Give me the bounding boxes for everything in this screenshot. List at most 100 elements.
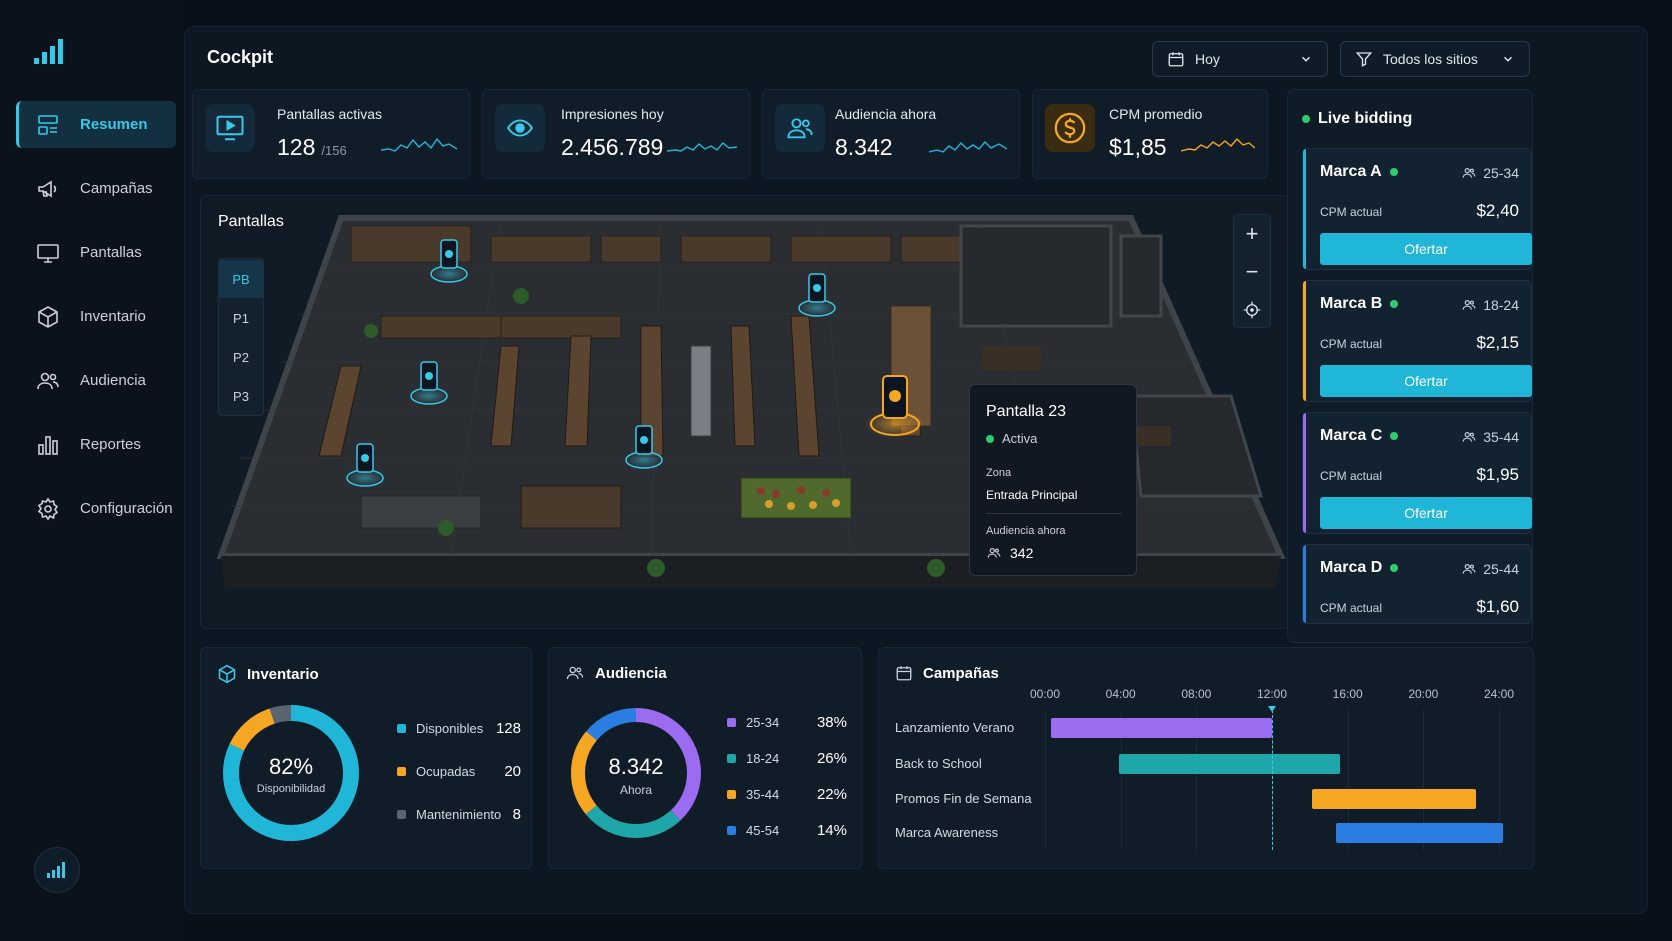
selected-screen-marker[interactable] xyxy=(865,375,925,438)
time-tick: 00:00 xyxy=(1029,687,1061,701)
time-tick: 12:00 xyxy=(1256,687,1288,701)
box-icon xyxy=(218,664,236,684)
dollar-icon xyxy=(1045,104,1095,152)
zoom-out-button[interactable]: − xyxy=(1245,259,1259,284)
sidebar-item-reportes[interactable]: Reportes xyxy=(16,421,176,468)
tooltip-audience-label: Audiencia ahora xyxy=(986,525,1066,537)
screen-marker[interactable] xyxy=(410,361,448,405)
users-icon xyxy=(987,548,1001,558)
campaign-name: Lanzamiento Verano xyxy=(895,720,1015,735)
audience-donut-chart xyxy=(571,708,701,838)
chevron-down-icon xyxy=(1301,56,1311,62)
floor-tab-p2[interactable]: P2 xyxy=(233,349,249,365)
sidebar-item-pantallas[interactable]: Pantallas xyxy=(16,229,176,276)
box-icon xyxy=(38,305,58,328)
campaign-bar[interactable] xyxy=(1311,789,1477,809)
campaigns-title: Campañas xyxy=(895,664,999,682)
users-icon xyxy=(37,372,59,389)
legend-swatch xyxy=(727,718,736,727)
sidebar-item-campanas[interactable]: Campañas xyxy=(16,165,176,212)
legend-swatch xyxy=(397,724,406,733)
zoom-in-button[interactable]: + xyxy=(1245,221,1259,246)
date-filter-dropdown[interactable]: Hoy xyxy=(1152,41,1328,77)
legend-value: 14% xyxy=(816,822,847,839)
bid-status-dot xyxy=(1390,432,1399,440)
sidebar-item-configuracion[interactable]: Configuración xyxy=(16,485,176,532)
chevron-down-icon xyxy=(1503,56,1513,62)
floor-tab-pb[interactable]: PB xyxy=(219,260,263,298)
kpi-cpm-promedio: CPM promedio $1,85 xyxy=(1032,89,1268,179)
map-zoom-controls: + − xyxy=(1233,214,1271,328)
site-filter-dropdown[interactable]: Todos los sitios xyxy=(1340,41,1530,77)
legend-swatch xyxy=(397,767,406,776)
inventory-center-label: Disponibilidad xyxy=(256,783,326,795)
grid-line xyxy=(1499,710,1500,850)
sidebar: Resumen Campañas Pantallas Inventario Au… xyxy=(0,0,184,941)
campaign-bar[interactable] xyxy=(1336,823,1503,843)
floor-tab-p1[interactable]: P1 xyxy=(233,310,249,326)
campaign-bar[interactable] xyxy=(1050,718,1272,738)
sidebar-item-audiencia[interactable]: Audiencia xyxy=(16,357,176,404)
users-icon xyxy=(1462,168,1476,178)
crosshair-icon xyxy=(1243,301,1261,319)
legend-swatch xyxy=(727,790,736,799)
bid-brand: Marca A xyxy=(1320,163,1398,181)
screen-marker[interactable] xyxy=(798,273,836,317)
kpi-audiencia-ahora: Audiencia ahora 8.342 xyxy=(762,89,1020,179)
campaign-bar[interactable] xyxy=(1118,754,1341,774)
campaign-name: Back to School xyxy=(895,756,982,771)
live-bidding-panel: Live bidding Marca A 25-34 CPM actual $2,40… xyxy=(1287,89,1533,643)
time-tick: 04:00 xyxy=(1105,687,1136,701)
sidebar-item-inventario[interactable]: Inventario xyxy=(16,293,176,340)
eye-icon xyxy=(495,104,545,152)
live-status-dot xyxy=(1302,115,1310,123)
legend-item: 25-34 xyxy=(727,715,779,730)
legend-item: 45-54 xyxy=(727,823,779,838)
sparkline xyxy=(929,140,1007,153)
screen-marker[interactable] xyxy=(625,425,663,469)
current-time-line xyxy=(1272,710,1273,850)
bid-status-dot xyxy=(1389,168,1398,176)
time-tick: 16:00 xyxy=(1332,687,1363,701)
bid-card: Marca A 25-34 CPM actual $2,40 Ofertar xyxy=(1302,148,1532,270)
bid-brand: Marca B xyxy=(1320,295,1399,313)
grid-line xyxy=(1120,710,1122,850)
grid-line xyxy=(1347,710,1349,850)
legend-value: 20 xyxy=(504,763,521,780)
sparkline xyxy=(381,137,457,152)
dashboard-icon xyxy=(38,114,58,135)
time-tick: 20:00 xyxy=(1408,687,1439,701)
campaign-name: Promos Fin de Semana xyxy=(895,791,1032,806)
screen-marker[interactable] xyxy=(346,443,384,487)
inventory-panel: Inventario 82% Disponibilidad Disponible… xyxy=(200,647,532,869)
kpi-value: 128/156 xyxy=(277,134,347,160)
campaign-name: Marca Awareness xyxy=(895,825,999,840)
bid-ofertar-button[interactable]: Ofertar xyxy=(1320,365,1532,397)
bid-ofertar-button[interactable]: Ofertar xyxy=(1320,497,1532,529)
sidebar-item-resumen[interactable]: Resumen xyxy=(16,101,176,148)
kpi-label: Pantallas activas xyxy=(277,106,383,122)
bid-age-range: 35-44 xyxy=(1461,429,1519,445)
bid-accent-bar xyxy=(1303,149,1306,269)
inventory-donut-chart xyxy=(223,705,359,841)
users-icon xyxy=(775,104,825,152)
kpi-label: Audiencia ahora xyxy=(835,106,937,122)
calendar-icon xyxy=(896,666,912,681)
kpi-value: $1,85 xyxy=(1109,134,1167,160)
recenter-button[interactable] xyxy=(1234,291,1270,329)
legend-item: Ocupadas xyxy=(397,764,475,779)
screen-tooltip: Pantalla 23 Activa Zona Entrada Principa… xyxy=(969,384,1137,576)
current-time-marker xyxy=(1268,706,1276,712)
sidebar-item-label: Resumen xyxy=(80,116,148,133)
screen-marker[interactable] xyxy=(430,239,468,283)
user-avatar-button[interactable] xyxy=(34,847,80,893)
signal-bars-icon xyxy=(47,862,65,878)
bid-accent-bar xyxy=(1303,281,1306,401)
audience-panel: Audiencia 8.342 Ahora 25-34 38% 18-24 26… xyxy=(548,647,862,869)
time-tick: 08:00 xyxy=(1181,687,1212,701)
floor-selector: PB P1 P2 P3 xyxy=(218,258,264,416)
floor-tab-p3[interactable]: P3 xyxy=(233,388,249,404)
bid-age-range: 18-24 xyxy=(1461,297,1519,313)
legend-value: 22% xyxy=(816,786,847,803)
bid-ofertar-button[interactable]: Ofertar xyxy=(1320,233,1532,265)
